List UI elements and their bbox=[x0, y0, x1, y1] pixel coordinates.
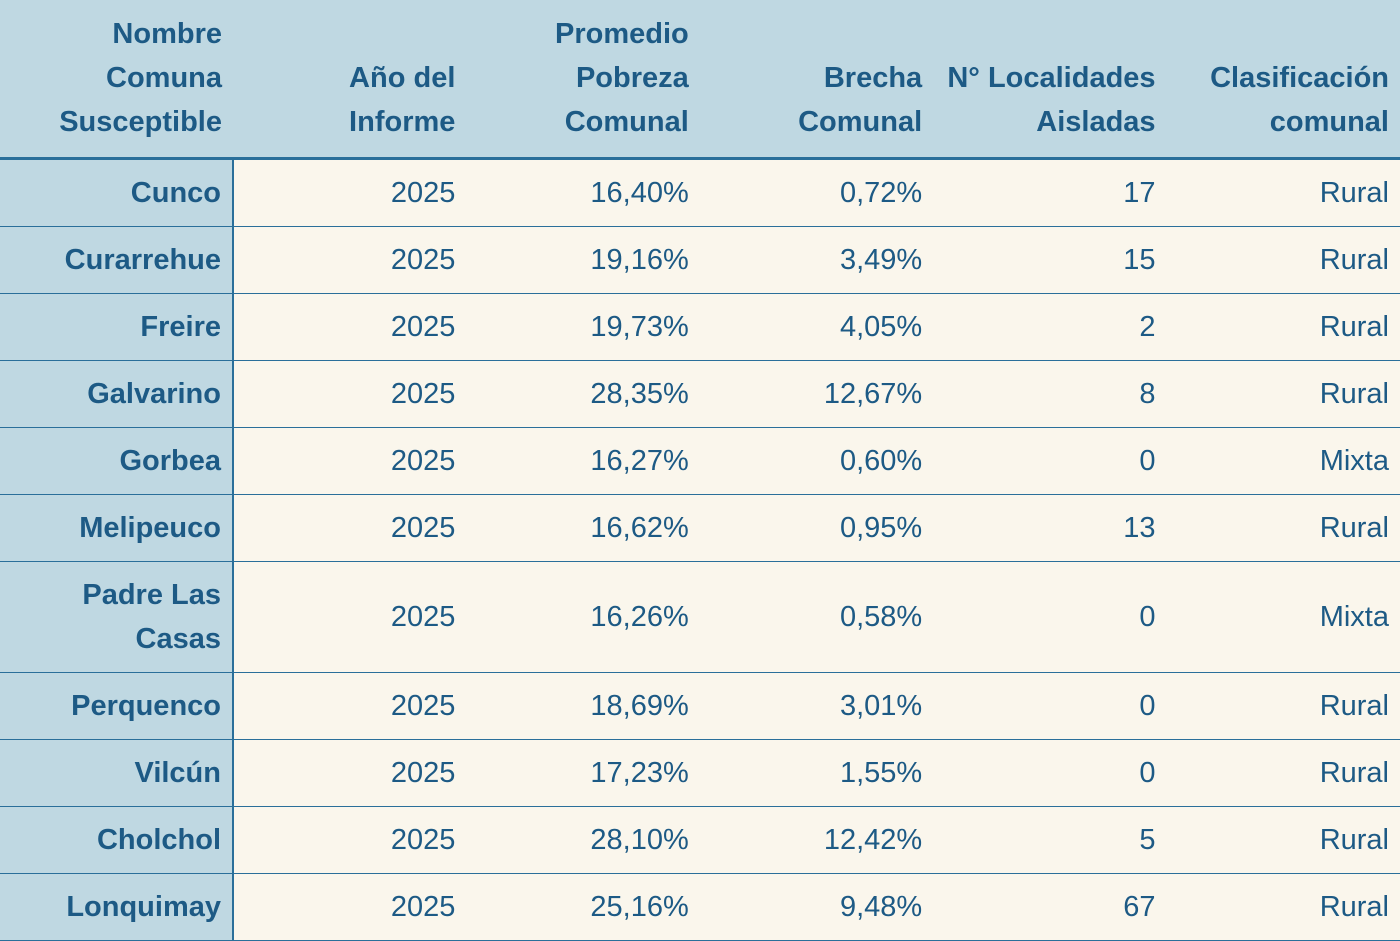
table-cell: Rural bbox=[1166, 226, 1400, 294]
table-cell: 3,49% bbox=[699, 226, 934, 294]
table-cell: 3,01% bbox=[699, 672, 934, 740]
table-cell: 2025 bbox=[233, 226, 467, 294]
table-cell: Mixta bbox=[1166, 427, 1400, 495]
table-cell: 2025 bbox=[233, 806, 467, 874]
column-header: Brecha Comunal bbox=[699, 0, 934, 160]
header-row: Nombre Comuna Susceptible Año del Informe… bbox=[0, 0, 1400, 160]
table-cell: Rural bbox=[1166, 739, 1400, 807]
table-row: Curarrehue 2025 19,16% 3,49% 15 Rural bbox=[0, 226, 1400, 294]
table-cell: 2025 bbox=[233, 672, 467, 740]
table-cell: 12,67% bbox=[699, 360, 934, 428]
table-cell: 2025 bbox=[233, 873, 467, 941]
table-row: Freire 2025 19,73% 4,05% 2 Rural bbox=[0, 293, 1400, 361]
table-cell: 67 bbox=[933, 873, 1167, 941]
table-cell: Mixta bbox=[1166, 561, 1400, 673]
table-cell: 25,16% bbox=[466, 873, 700, 941]
table-row: Cunco 2025 16,40% 0,72% 17 Rural bbox=[0, 158, 1400, 227]
table-body: Cunco 2025 16,40% 0,72% 17 Rural Curarrehue 202… bbox=[0, 158, 1400, 941]
table-cell: 2025 bbox=[233, 360, 467, 428]
table-row: Gorbea 2025 16,27% 0,60% 0 Mixta bbox=[0, 427, 1400, 495]
table-cell: 18,69% bbox=[466, 672, 700, 740]
column-header: Clasificación comunal bbox=[1166, 0, 1400, 160]
table-row: Padre Las Casas 2025 16,26% 0,58% 0 Mixta bbox=[0, 561, 1400, 673]
table-cell: 2025 bbox=[233, 739, 467, 807]
table-cell: 9,48% bbox=[699, 873, 934, 941]
table-cell: 17 bbox=[933, 158, 1167, 227]
table-cell: 16,62% bbox=[466, 494, 700, 562]
row-header-cell: Freire bbox=[0, 293, 234, 361]
row-header-cell: Cholchol bbox=[0, 806, 234, 874]
table-cell: 16,40% bbox=[466, 158, 700, 227]
table-cell: Rural bbox=[1166, 806, 1400, 874]
table-cell: 19,16% bbox=[466, 226, 700, 294]
table-cell: 1,55% bbox=[699, 739, 934, 807]
table-cell: 12,42% bbox=[699, 806, 934, 874]
table-cell: 0,60% bbox=[699, 427, 934, 495]
table-cell: Rural bbox=[1166, 873, 1400, 941]
row-header-cell: Perquenco bbox=[0, 672, 234, 740]
table-cell: 28,10% bbox=[466, 806, 700, 874]
table-cell: 2025 bbox=[233, 427, 467, 495]
table-cell: 5 bbox=[933, 806, 1167, 874]
column-header: Año del Informe bbox=[233, 0, 467, 160]
column-header: Nombre Comuna Susceptible bbox=[0, 0, 233, 160]
table-row: Vilcún 2025 17,23% 1,55% 0 Rural bbox=[0, 739, 1400, 807]
table-cell: Rural bbox=[1166, 158, 1400, 227]
table-cell: 15 bbox=[933, 226, 1167, 294]
table-cell: 0 bbox=[933, 672, 1167, 740]
table-cell: 0 bbox=[933, 427, 1167, 495]
table-cell: 0 bbox=[933, 561, 1167, 673]
table-cell: 0,72% bbox=[699, 158, 934, 227]
table-cell: 2025 bbox=[233, 293, 467, 361]
column-header: Promedio Pobreza Comunal bbox=[466, 0, 700, 160]
table-row: Perquenco 2025 18,69% 3,01% 0 Rural bbox=[0, 672, 1400, 740]
table-cell: 16,26% bbox=[466, 561, 700, 673]
table-row: Galvarino 2025 28,35% 12,67% 8 Rural bbox=[0, 360, 1400, 428]
table-cell: 0 bbox=[933, 739, 1167, 807]
table-cell: 28,35% bbox=[466, 360, 700, 428]
table-row: Melipeuco 2025 16,62% 0,95% 13 Rural bbox=[0, 494, 1400, 562]
table-header: Nombre Comuna Susceptible Año del Informe… bbox=[0, 0, 1400, 160]
table-cell: Rural bbox=[1166, 360, 1400, 428]
table-cell: 13 bbox=[933, 494, 1167, 562]
row-header-cell: Galvarino bbox=[0, 360, 234, 428]
table-cell: 2025 bbox=[233, 561, 467, 673]
row-header-cell: Cunco bbox=[0, 158, 234, 227]
table-cell: 0,95% bbox=[699, 494, 934, 562]
row-header-cell: Padre Las Casas bbox=[0, 561, 234, 673]
row-header-cell: Curarrehue bbox=[0, 226, 234, 294]
table-cell: Rural bbox=[1166, 672, 1400, 740]
table-cell: 4,05% bbox=[699, 293, 934, 361]
table-cell: 0,58% bbox=[699, 561, 934, 673]
column-header: N° Localidades Aisladas bbox=[933, 0, 1167, 160]
table-row: Cholchol 2025 28,10% 12,42% 5 Rural bbox=[0, 806, 1400, 874]
row-header-cell: Vilcún bbox=[0, 739, 234, 807]
table-cell: Rural bbox=[1166, 293, 1400, 361]
table-cell: 2025 bbox=[233, 494, 467, 562]
table-cell: 8 bbox=[933, 360, 1167, 428]
row-header-cell: Melipeuco bbox=[0, 494, 234, 562]
table-row: Lonquimay 2025 25,16% 9,48% 67 Rural bbox=[0, 873, 1400, 941]
table-cell: 19,73% bbox=[466, 293, 700, 361]
table-cell: Rural bbox=[1166, 494, 1400, 562]
table-cell: 2 bbox=[933, 293, 1167, 361]
table-cell: 16,27% bbox=[466, 427, 700, 495]
row-header-cell: Lonquimay bbox=[0, 873, 234, 941]
table-cell: 2025 bbox=[233, 158, 467, 227]
row-header-cell: Gorbea bbox=[0, 427, 234, 495]
table-cell: 17,23% bbox=[466, 739, 700, 807]
